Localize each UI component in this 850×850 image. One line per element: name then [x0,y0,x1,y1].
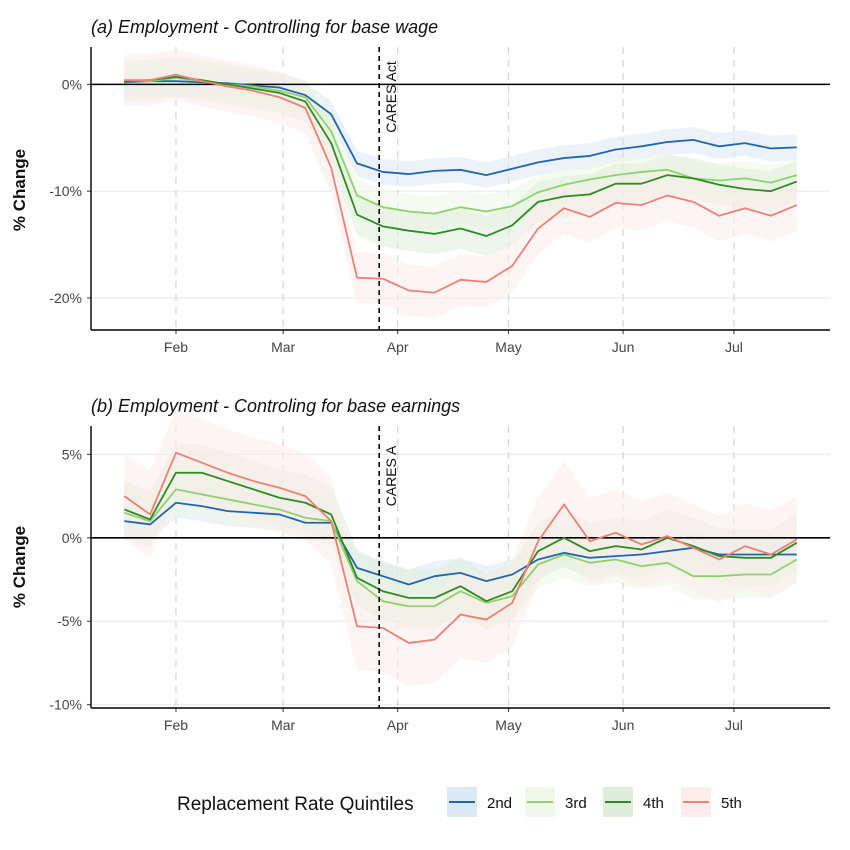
cares-label: CARES A [383,445,399,506]
series-line-5th [124,73,798,294]
legend-label-2nd: 2nd [487,795,512,812]
legend: Replacement Rate Quintiles 2nd 3rd 4th 5th [177,787,742,817]
y-tick-label: -10% [49,697,82,713]
panel-b-y-axis-label: % Change [10,526,29,608]
legend-items: 2nd 3rd 4th 5th [447,787,742,817]
panel-a-title: (a) Employment - Controlling for base wa… [91,17,438,37]
band-5th [124,49,797,319]
x-tick-label: Mar [271,717,295,733]
panel-b-series-lines [91,451,830,644]
panel-a-confidence-bands [124,49,797,319]
x-tick-label: Mar [271,339,295,355]
x-tick-label: Apr [387,717,409,733]
panel-a: (a) Employment - Controlling for base wa… [10,17,830,355]
legend-title: Replacement Rate Quintiles [177,794,414,815]
y-tick-label: -5% [57,613,82,629]
panel-b-confidence-bands [124,409,797,687]
x-tick-label: Jul [725,717,743,733]
panel-a-axes: 0% -10% -20% Feb Mar Apr May Jun Jul [49,47,830,355]
x-tick-label: Feb [164,717,188,733]
legend-label-4th: 4th [643,795,664,812]
y-tick-label: 5% [62,446,82,462]
cares-label: CARES Act [383,61,399,133]
legend-label-5th: 5th [721,795,742,812]
y-tick-label: -10% [49,183,82,199]
panel-b: (b) Employment - Controling for base ear… [10,396,830,733]
panel-b-axes: 5% 0% -5% -10% Feb Mar Apr May Jun Jul [49,426,830,733]
x-tick-label: Jun [612,339,635,355]
y-tick-label: -20% [49,290,82,306]
panel-b-title: (b) Employment - Controling for base ear… [91,396,460,416]
x-tick-label: May [495,717,521,733]
y-tick-label: 0% [62,530,82,546]
x-tick-label: Jun [612,717,635,733]
x-tick-label: Jul [725,339,743,355]
panel-b-cares-annotation: CARES A [378,426,399,708]
x-tick-label: May [495,339,521,355]
series-line-4th [124,76,798,237]
band-5th [124,409,797,687]
legend-label-3rd: 3rd [565,795,587,812]
panel-a-y-axis-label: % Change [10,149,29,231]
x-tick-label: Feb [164,339,188,355]
series-line-5th [123,451,798,644]
panel-a-cares-annotation: CARES Act [378,47,399,330]
series-line-2nd [124,501,797,586]
y-tick-label: 0% [62,76,82,92]
series-line-2nd [124,80,797,177]
x-tick-label: Apr [387,339,409,355]
series-line-3rd [123,488,798,608]
panel-a-series-lines [91,73,830,294]
